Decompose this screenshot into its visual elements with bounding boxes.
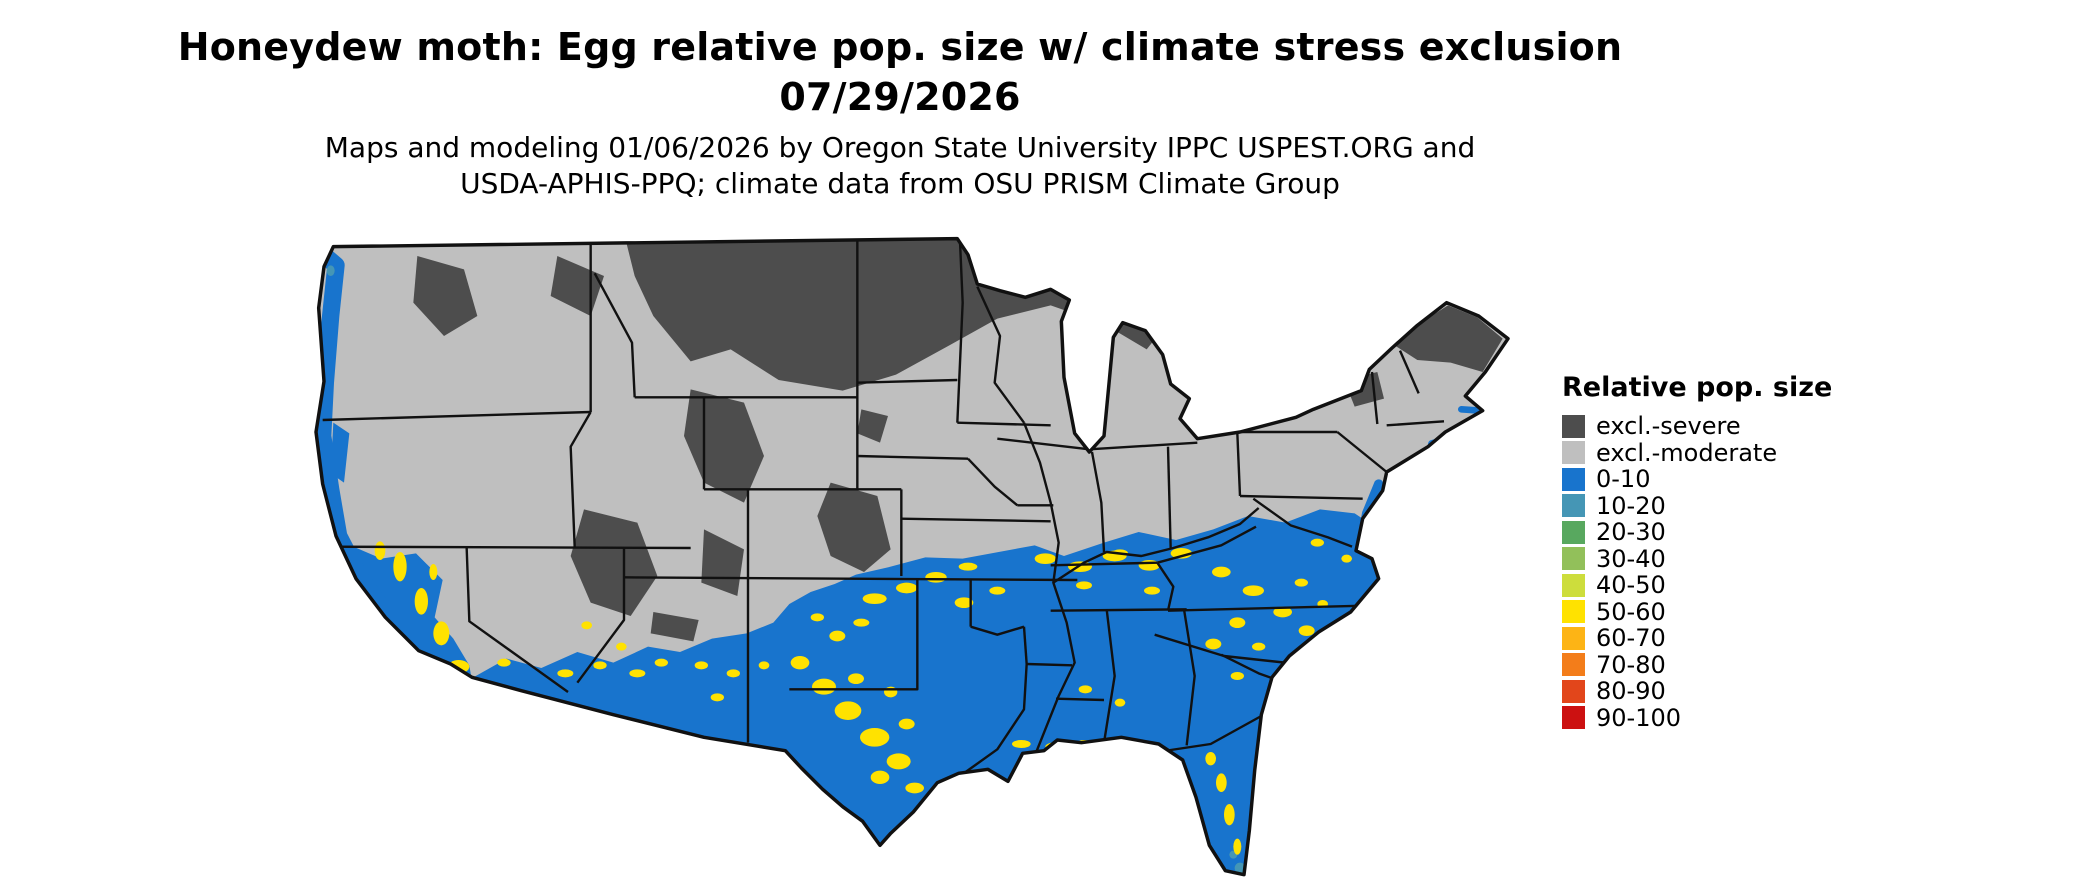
state-boundaries (322, 240, 1445, 783)
legend-swatch (1562, 679, 1585, 703)
legend-label: 30-40 (1596, 544, 1666, 573)
figure-subtitle-line1: Maps and modeling 01/06/2026 by Oregon S… (324, 131, 1476, 164)
legend-item: 30-40 (1562, 544, 1862, 573)
us-map-container (304, 222, 1520, 890)
legend-swatch (1562, 414, 1585, 438)
legend-item: 0-10 (1562, 465, 1862, 494)
legend-swatch (1562, 467, 1585, 491)
legend-label: 80-90 (1596, 677, 1666, 706)
legend-label: 60-70 (1596, 624, 1666, 653)
figure-subtitle: Maps and modeling 01/06/2026 by Oregon S… (0, 130, 1800, 202)
figure-subtitle-line2: USDA-APHIS-PPQ; climate data from OSU PR… (460, 167, 1340, 200)
legend-item: 70-80 (1562, 650, 1862, 679)
legend-label: 50-60 (1596, 597, 1666, 626)
legend-swatch (1562, 547, 1585, 571)
legend: Relative pop. size excl.-severe excl.-mod… (1562, 372, 1862, 732)
legend-swatch (1562, 706, 1585, 730)
pop-10-20-region (326, 265, 1246, 874)
legend-title: Relative pop. size (1562, 372, 1833, 403)
legend-swatch (1562, 600, 1585, 624)
legend-swatch (1562, 653, 1585, 677)
legend-item: 60-70 (1562, 624, 1862, 653)
legend-swatch (1562, 573, 1585, 597)
legend-item: 20-30 (1562, 518, 1862, 547)
legend-item: 10-20 (1562, 491, 1862, 520)
legend-label: 70-80 (1596, 650, 1666, 679)
legend-item: excl.-moderate (1562, 438, 1862, 467)
legend-swatch (1562, 520, 1585, 544)
figure-title-line1: Honeydew moth: Egg relative pop. size w/… (177, 25, 1623, 69)
legend-item: 80-90 (1562, 677, 1862, 706)
legend-item: 40-50 (1562, 571, 1862, 600)
legend-item: 90-100 (1562, 703, 1862, 732)
legend-label: 10-20 (1596, 491, 1666, 520)
figure-title: Honeydew moth: Egg relative pop. size w/… (0, 22, 1800, 122)
legend-swatch (1562, 494, 1585, 518)
legend-items: excl.-severe excl.-moderate 0-10 10-20 20-30… (1562, 412, 1862, 732)
us-map (314, 236, 1510, 877)
legend-label: excl.-moderate (1596, 438, 1778, 467)
legend-label: 20-30 (1596, 518, 1666, 547)
legend-swatch (1562, 626, 1585, 650)
legend-item: 50-60 (1562, 597, 1862, 626)
legend-label: 0-10 (1596, 465, 1651, 494)
legend-swatch (1562, 441, 1585, 465)
us-outline (314, 236, 1510, 877)
legend-label: 90-100 (1596, 703, 1682, 732)
legend-item: excl.-severe (1562, 412, 1862, 441)
legend-label: excl.-severe (1596, 412, 1741, 441)
figure-title-date: 07/29/2026 (779, 75, 1021, 119)
legend-label: 40-50 (1596, 571, 1666, 600)
